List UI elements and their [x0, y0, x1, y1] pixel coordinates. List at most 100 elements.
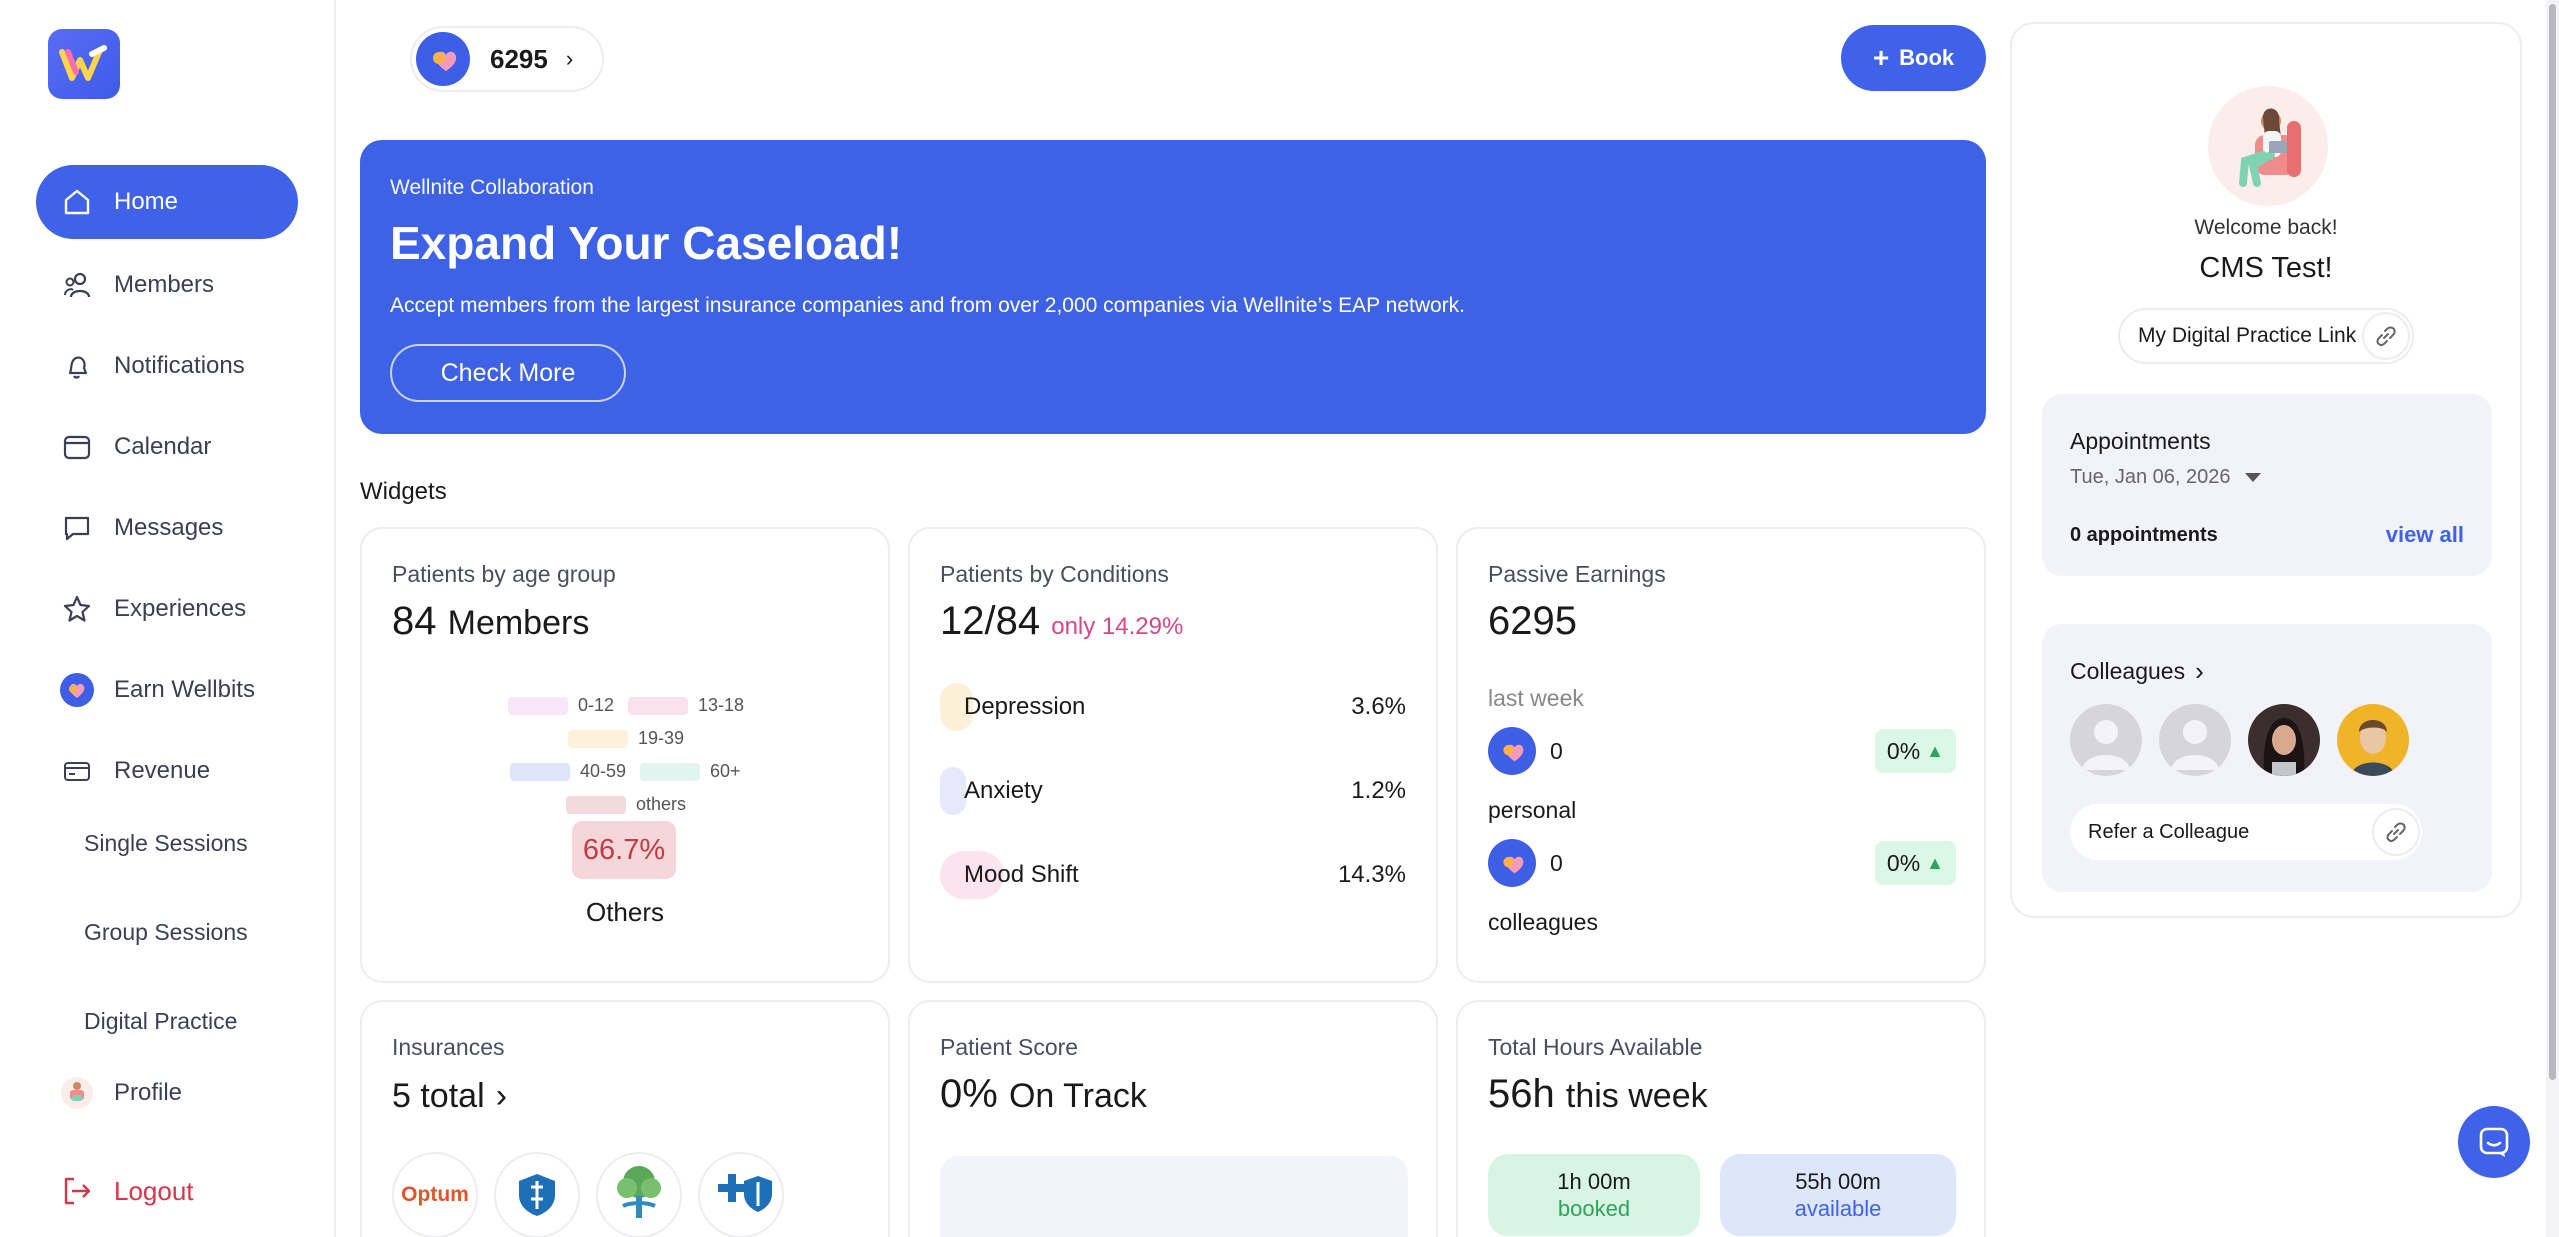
check-more-button[interactable]: Check More: [390, 344, 626, 402]
patient-score-card[interactable]: Patient Score 0% On Track: [908, 1000, 1438, 1237]
sidebar-item-earn-wellbits[interactable]: Earn Wellbits: [36, 653, 298, 727]
profile-panel: Welcome back! CMS Test! My Digital Pract…: [2010, 22, 2522, 918]
sidebar-item-notifications[interactable]: Notifications: [36, 329, 298, 403]
sidebar-item-members[interactable]: Members: [36, 248, 298, 322]
condition-bar: [940, 683, 973, 731]
book-button[interactable]: + Book: [1841, 25, 1986, 91]
legend-label: others: [636, 794, 687, 814]
appointments-date-select[interactable]: Tue, Jan 06, 2026: [2070, 466, 2261, 489]
user-illustration-icon: [2239, 108, 2301, 187]
wellbits-points-button[interactable]: 6295 ›: [410, 26, 604, 92]
earnings-row: 0 0% ▲: [1488, 839, 1956, 887]
condition-percent: 3.6%: [1351, 693, 1406, 720]
patient-score-value: 0%: [940, 1072, 998, 1116]
earnings-row: 0 0% ▲: [1488, 727, 1956, 775]
plus-icon: +: [1872, 42, 1890, 73]
user-name: CMS Test!: [2199, 252, 2333, 284]
wellbits-points-value: 6295: [490, 43, 548, 74]
sidebar-item-messages[interactable]: Messages: [36, 491, 298, 565]
sidebar-item-label: Messages: [114, 514, 224, 541]
age-group-card[interactable]: Patients by age group 84 Members 0-12 13…: [360, 527, 890, 983]
hours-available-value: 55h 00m: [1795, 1168, 1881, 1194]
logout-button[interactable]: Logout: [36, 1154, 298, 1228]
sidebar-item-home[interactable]: Home: [36, 165, 298, 239]
chat-support-button[interactable]: [2458, 1106, 2530, 1178]
legend-item: 60+: [640, 761, 741, 782]
legend-swatch: [628, 696, 688, 715]
sidebar-item-calendar[interactable]: Calendar: [36, 410, 298, 484]
bell-icon: [60, 349, 94, 383]
colleague-photo-icon: [2351, 720, 2395, 776]
card-title: Passive Earnings: [1488, 561, 1666, 587]
card-title: Total Hours Available: [1488, 1034, 1703, 1060]
card-title: Patients by Conditions: [940, 561, 1169, 587]
wellbits-coin-icon: [1488, 727, 1536, 775]
appointments-count: 0 appointments: [2070, 524, 2218, 546]
hours-booked-label: booked: [1557, 1196, 1631, 1221]
sidebar-item-profile[interactable]: Profile: [36, 1056, 298, 1130]
insurances-total[interactable]: 5 total ›: [392, 1072, 507, 1117]
banner-eyebrow: Wellnite Collaboration: [390, 176, 594, 199]
legend-item: 40-59: [510, 761, 626, 782]
earnings-card[interactable]: Passive Earnings 6295 last week 0 0% ▲ p…: [1456, 527, 1986, 983]
colleague-avatar[interactable]: [2070, 704, 2142, 776]
colleague-avatar[interactable]: [2159, 704, 2231, 776]
colleague-avatar[interactable]: [2248, 704, 2320, 776]
condition-row: Anxiety 1.2%: [940, 767, 1406, 815]
sidebar-item-experiences[interactable]: Experiences: [36, 572, 298, 646]
colleague-avatar[interactable]: [2337, 704, 2409, 776]
digital-practice-link-button[interactable]: My Digital Practice Link: [2118, 308, 2414, 364]
chevron-up-icon: ▲: [1926, 740, 1944, 761]
legend-label: 60+: [710, 761, 741, 781]
scrollbar-thumb[interactable]: [2549, 4, 2556, 1080]
link-icon[interactable]: [2362, 312, 2410, 360]
welcome-text: Welcome back!: [2194, 216, 2338, 239]
hours-booked-pill: 1h 00m booked: [1488, 1154, 1700, 1236]
hours-available-label: available: [1794, 1196, 1882, 1221]
insurances-card[interactable]: Insurances 5 total › Optum: [360, 1000, 890, 1237]
wellnite-logo[interactable]: [48, 29, 120, 99]
banner-headline: Expand Your Caseload!: [390, 217, 903, 269]
legend-swatch: [508, 696, 568, 715]
hours-card[interactable]: Total Hours Available 56h this week 1h 0…: [1456, 1000, 1986, 1237]
refer-colleague-button[interactable]: Refer a Colleague: [2070, 804, 2422, 860]
page-scrollbar[interactable]: [2546, 0, 2559, 1237]
members-count-value: 84: [392, 599, 437, 643]
sidebar-item-label: Experiences: [114, 595, 247, 622]
colleagues-link[interactable]: Colleagues ›: [2070, 656, 2204, 687]
sidebar-sub-group-sessions[interactable]: Group Sessions: [84, 919, 248, 945]
hours-total-value: 56h: [1488, 1072, 1555, 1116]
legend-swatch: [640, 762, 700, 781]
legend-swatch: [510, 762, 570, 781]
avatar: [2208, 86, 2328, 206]
chevron-right-icon: ›: [495, 1077, 508, 1115]
conditions-card[interactable]: Patients by Conditions 12/84 only 14.29%…: [908, 527, 1438, 983]
sidebar-item-label: Earn Wellbits: [114, 676, 255, 703]
sidebar-item-label: Calendar: [114, 433, 212, 460]
view-all-link[interactable]: view all: [2385, 522, 2464, 547]
colleague-photo-icon: [2263, 718, 2305, 776]
chat-icon: [2479, 1127, 2509, 1157]
condition-percent: 1.2%: [1351, 777, 1406, 804]
trend-value: 0%: [1886, 737, 1921, 764]
sidebar-sub-digital-practice[interactable]: Digital Practice: [84, 1008, 238, 1034]
link-icon[interactable]: [2372, 808, 2420, 856]
legend-label: 13-18: [698, 695, 745, 715]
logout-icon: [60, 1174, 94, 1208]
default-avatar-icon: [2171, 720, 2219, 770]
sidebar-item-label: Revenue: [114, 757, 211, 784]
sidebar-item-label: Members: [114, 271, 215, 298]
legend-swatch: [568, 729, 628, 748]
earnings-value: 0: [1550, 737, 1563, 764]
legend-item: 0-12: [508, 695, 614, 716]
trend-badge: 0% ▲: [1874, 841, 1956, 885]
members-count: 84 Members: [392, 599, 589, 644]
sidebar-sub-single-sessions[interactable]: Single Sessions: [84, 830, 248, 856]
legend-item: 13-18: [628, 695, 744, 716]
sidebar-item-label: Notifications: [114, 352, 245, 379]
insurer-name: Optum: [401, 1183, 469, 1206]
chevron-up-icon: ▲: [1926, 852, 1944, 873]
card-icon: [60, 754, 94, 788]
banner-description: Accept members from the largest insuranc…: [390, 294, 1466, 317]
sidebar-item-revenue[interactable]: Revenue: [36, 734, 298, 808]
